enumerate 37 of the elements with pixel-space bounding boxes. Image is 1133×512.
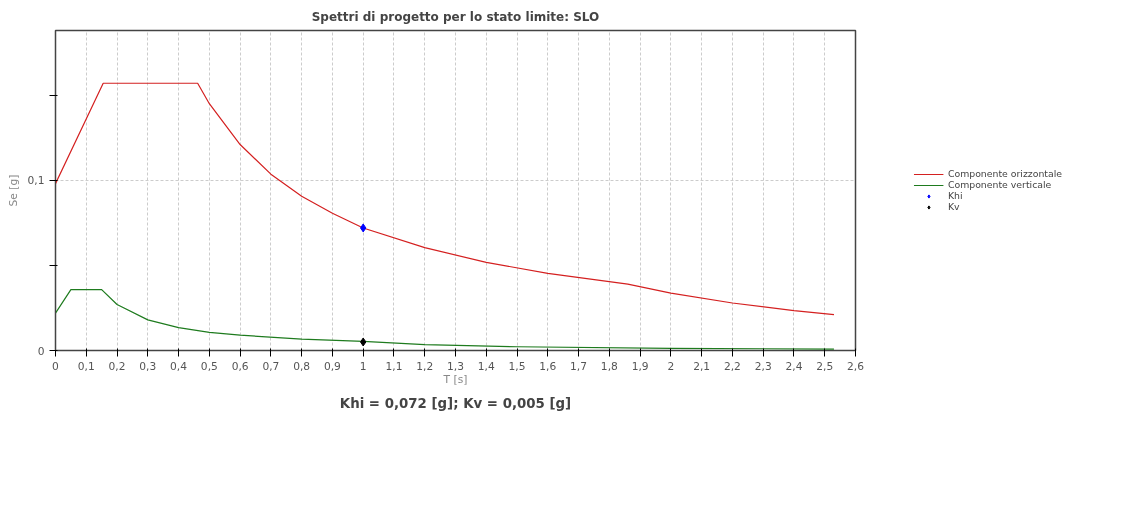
x-tick-label: 1,2 — [416, 359, 434, 373]
x-tick-label: 2,2 — [723, 359, 741, 373]
x-tick-label: 2,3 — [754, 359, 772, 373]
line-series — [55, 288, 835, 350]
x-tick-label: 0,7 — [262, 359, 280, 373]
x-tick-label: 1,4 — [477, 359, 495, 373]
x-tick-label: 1,1 — [385, 359, 403, 373]
x-tick-label: 0,3 — [139, 359, 157, 373]
legend-label: Kv — [947, 201, 961, 212]
line-series — [55, 82, 835, 316]
legend-label: Componente verticale — [947, 179, 1052, 190]
x-tick-label: 0,6 — [231, 359, 249, 373]
x-tick-label: 1,9 — [631, 359, 649, 373]
x-tick-label: 1,5 — [508, 359, 526, 373]
x-tick-label: 0,9 — [323, 359, 342, 373]
text: Khi = 0,072 [g]; Kv = 0,005 [g] — [339, 395, 572, 411]
x-tick-label: 1 — [359, 359, 367, 373]
x-tick-label: 1,8 — [600, 359, 619, 373]
x-tick-label: 2,6 — [847, 359, 865, 373]
x-tick-label: 2,5 — [816, 359, 834, 373]
x-axis-title: T [s] — [442, 372, 468, 386]
x-tick-label: 2,1 — [693, 359, 711, 373]
x-tick-label: 0,8 — [293, 359, 311, 373]
x-tick-label: 1,7 — [570, 359, 588, 373]
y-axis-title: Se [g] — [6, 174, 20, 207]
x-tick-label: 0,2 — [108, 359, 126, 373]
legend-label: Componente orizzontale — [947, 168, 1063, 179]
x-tick-label: 0,5 — [200, 359, 218, 373]
x-tick-label: 0,4 — [170, 359, 188, 373]
legend-label: Khi — [947, 190, 964, 201]
x-tick-label: 2,4 — [785, 359, 803, 373]
x-tick-label: 1,6 — [539, 359, 557, 373]
x-tick-label: 2 — [667, 359, 675, 373]
x-tick-label: 0 — [52, 359, 60, 373]
x-tick-label: 1,3 — [447, 359, 464, 373]
x-tick-label: 0,1 — [77, 359, 95, 373]
chart-title: Spettri di progetto per lo stato limite: SLO — [311, 9, 600, 24]
